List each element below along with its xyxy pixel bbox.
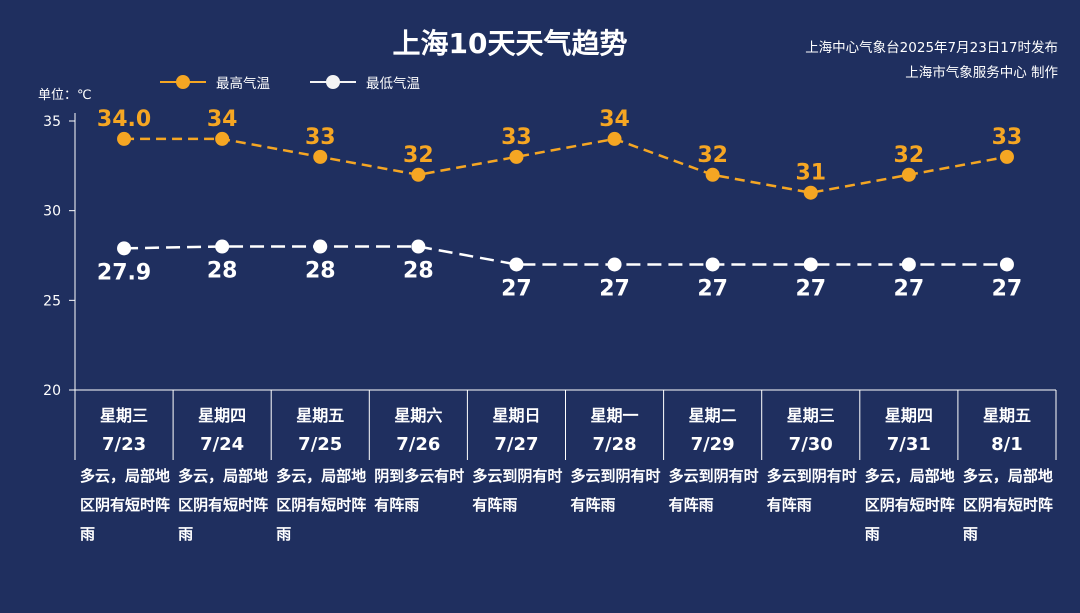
high-data-label: 32 — [894, 143, 925, 168]
high-point — [313, 149, 328, 164]
weekday-label: 星期三 — [787, 406, 835, 425]
publisher-line-1: 上海中心气象台2025年7月23日17时发布 — [805, 40, 1058, 56]
weekday-label: 星期四 — [198, 406, 246, 425]
high-data-label: 34 — [599, 107, 630, 132]
low-point — [313, 239, 328, 254]
low-series-line — [124, 245, 1007, 266]
high-data-label: 34 — [207, 107, 238, 132]
weekday-label: 星期二 — [689, 406, 737, 425]
weather-description: 阴到多云有时有阵雨 — [374, 467, 465, 514]
weekday-label: 星期五 — [296, 406, 344, 425]
legend-low-label: 最低气温 — [366, 76, 420, 92]
low-point — [411, 239, 426, 254]
date-label: 7/29 — [691, 434, 735, 455]
low-point — [117, 241, 132, 256]
high-point — [215, 131, 230, 146]
weekday-label: 星期五 — [983, 406, 1031, 425]
date-label: 7/28 — [592, 434, 636, 455]
weather-description: 多云，局部地区阴有短时阵雨 — [962, 467, 1053, 543]
high-point — [117, 131, 132, 146]
high-point — [411, 167, 426, 182]
high-point — [803, 185, 818, 200]
date-label: 7/27 — [494, 434, 538, 455]
low-point — [803, 257, 818, 272]
low-data-label: 27 — [894, 276, 925, 301]
high-data-label: 32 — [697, 143, 728, 168]
legend-high-marker — [160, 74, 206, 90]
y-tick-label: 30 — [43, 204, 61, 220]
legend-high: 最高气温 — [160, 72, 270, 92]
low-data-label: 27 — [697, 276, 728, 301]
high-data-label: 32 — [403, 143, 434, 168]
low-data-label: 28 — [207, 259, 238, 284]
weekday-label: 星期一 — [591, 406, 639, 425]
high-series-line — [124, 137, 1008, 195]
date-label: 7/24 — [200, 434, 244, 455]
high-data-label: 33 — [501, 125, 532, 150]
legend-high-label: 最高气温 — [216, 76, 270, 92]
weather-description: 多云到阴有时有阵雨 — [570, 467, 661, 514]
weather-description: 多云到阴有时有阵雨 — [472, 467, 563, 514]
high-data-label: 31 — [795, 161, 826, 186]
weather-description: 多云，局部地区阴有短时阵雨 — [864, 467, 955, 543]
unit-label: 单位：℃ — [38, 88, 92, 103]
weather-description: 多云到阴有时有阵雨 — [668, 467, 759, 514]
date-label: 7/23 — [102, 434, 146, 455]
y-tick-label: 25 — [43, 293, 61, 309]
high-data-label: 34.0 — [97, 107, 151, 132]
date-label: 7/31 — [887, 434, 931, 455]
legend-low: 最低气温 — [310, 72, 420, 92]
weather-description: 多云，局部地区阴有短时阵雨 — [80, 467, 171, 543]
low-point — [901, 257, 916, 272]
high-point — [509, 149, 524, 164]
low-data-label: 28 — [305, 259, 336, 284]
date-label: 7/30 — [789, 434, 833, 455]
weekday-label: 星期四 — [885, 406, 933, 425]
weather-description: 多云，局部地区阴有短时阵雨 — [178, 467, 269, 543]
weekday-label: 星期三 — [100, 406, 148, 425]
chart-title: 上海10天天气趋势 — [392, 27, 628, 60]
high-point — [901, 167, 916, 182]
y-tick-label: 35 — [43, 114, 61, 130]
low-data-label: 27 — [599, 276, 630, 301]
high-data-label: 33 — [992, 125, 1023, 150]
high-point — [607, 131, 622, 146]
low-data-label: 27 — [992, 276, 1023, 301]
low-point — [999, 257, 1014, 272]
low-point — [705, 257, 720, 272]
weather-description: 多云到阴有时有阵雨 — [766, 467, 857, 514]
low-data-label: 27 — [501, 276, 532, 301]
low-point — [509, 257, 524, 272]
date-label: 7/25 — [298, 434, 342, 455]
weather-description: 多云，局部地区阴有短时阵雨 — [276, 467, 367, 543]
low-data-label: 27.9 — [97, 260, 151, 285]
low-data-label: 28 — [403, 259, 434, 284]
high-point — [999, 149, 1014, 164]
weekday-label: 星期日 — [492, 406, 540, 425]
legend-low-marker — [310, 74, 356, 90]
high-data-label: 33 — [305, 125, 336, 150]
publisher-line-2: 上海市气象服务中心 制作 — [905, 65, 1058, 81]
date-label: 8/1 — [991, 434, 1023, 455]
low-point — [607, 257, 622, 272]
y-tick-label: 20 — [43, 383, 61, 399]
low-data-label: 27 — [795, 276, 826, 301]
date-label: 7/26 — [396, 434, 440, 455]
high-point — [705, 167, 720, 182]
weekday-label: 星期六 — [394, 406, 442, 425]
low-point — [215, 239, 230, 254]
